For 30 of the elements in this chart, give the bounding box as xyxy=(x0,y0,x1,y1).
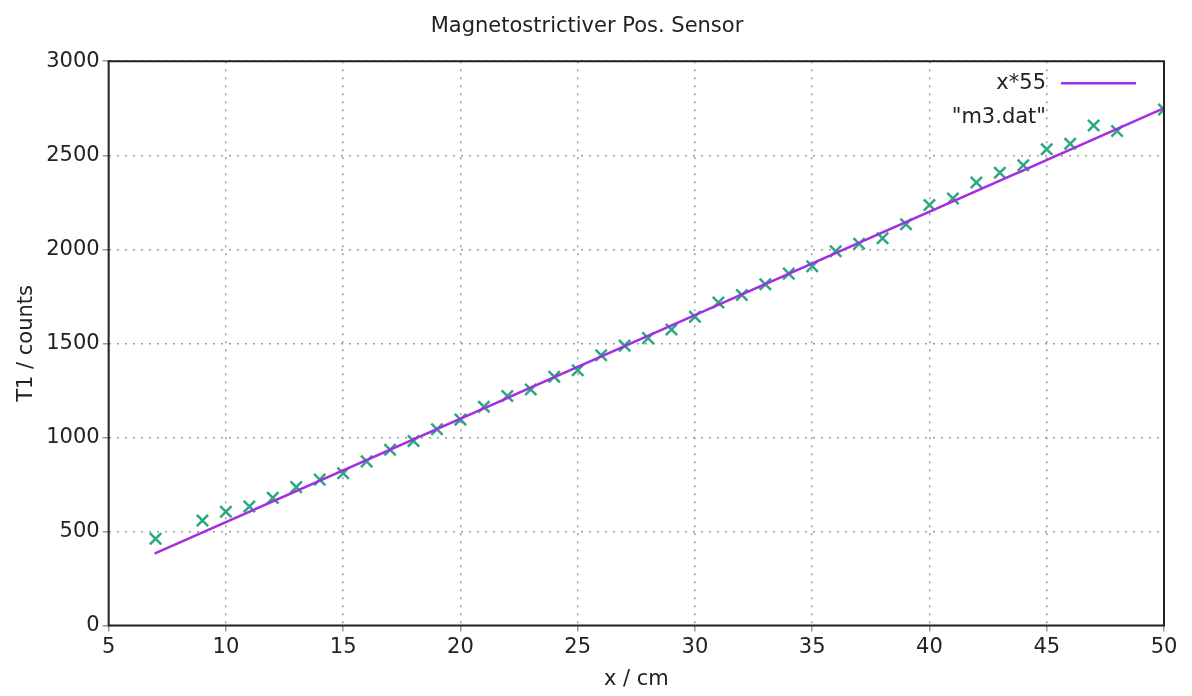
x-tick-label: 40 xyxy=(916,633,943,658)
y-axis-title: T1 / counts xyxy=(13,284,38,403)
legend-label: x*55 xyxy=(996,69,1046,94)
point xyxy=(195,513,210,528)
x-tick-label: 45 xyxy=(1033,633,1061,658)
x-tick-label: 50 xyxy=(1150,633,1178,658)
x-tick-label: 15 xyxy=(329,633,357,658)
point xyxy=(969,175,984,190)
x-tick-label: 35 xyxy=(798,633,826,658)
y-tick-label: 1500 xyxy=(46,329,100,354)
x-tick-label: 25 xyxy=(564,633,592,658)
y-tick-label: 0 xyxy=(86,612,100,637)
x-axis-title: x / cm xyxy=(603,665,669,690)
y-tick-label: 2000 xyxy=(46,235,100,260)
point xyxy=(1086,118,1101,133)
y-tick-label: 1000 xyxy=(46,423,100,448)
series-label: "m3.dat" xyxy=(951,103,1046,128)
x-tick-label: 20 xyxy=(447,633,474,658)
y-tick-label: 3000 xyxy=(46,47,100,72)
point xyxy=(148,531,163,546)
point xyxy=(219,504,233,519)
y-tick-label: 500 xyxy=(59,517,100,542)
point xyxy=(875,231,890,246)
chart-title: Magnetostrictiver Pos. Sensor xyxy=(430,13,744,38)
x-tick-label: 5 xyxy=(101,633,116,658)
x-tick-label: 30 xyxy=(681,633,709,658)
y-tick-label: 2500 xyxy=(46,141,100,166)
x-tick-label: 10 xyxy=(212,633,240,658)
point xyxy=(992,165,1007,180)
point xyxy=(1039,142,1054,157)
